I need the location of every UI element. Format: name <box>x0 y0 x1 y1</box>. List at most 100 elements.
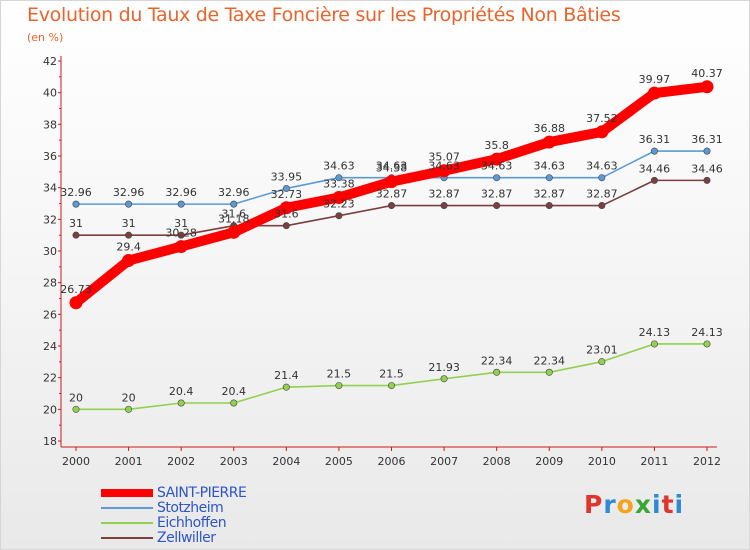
proxiti-logo: Proxiti <box>584 490 684 519</box>
data-label-eichhoffen: 20 <box>69 391 83 404</box>
data-point-stotzheim <box>230 200 238 208</box>
data-label-zellwiller: 32.87 <box>534 188 566 201</box>
data-label-stotzheim: 34.63 <box>376 160 408 173</box>
data-point-zellwiller <box>177 231 185 239</box>
y-tick-label: 26 <box>43 308 57 321</box>
x-tick-label: 2009 <box>535 455 563 468</box>
data-label-stotzheim: 32.96 <box>60 186 92 199</box>
legend-item-saint-pierre: SAINT-PIERRE <box>101 484 247 501</box>
data-label-eichhoffen: 23.01 <box>586 344 618 357</box>
legend-label: Stotzheim <box>157 499 224 516</box>
data-point-saint-pierre <box>490 152 504 166</box>
x-tick-label: 2011 <box>640 455 668 468</box>
data-point-zellwiller <box>650 176 658 184</box>
data-label-saint-pierre: 36.88 <box>534 122 566 135</box>
data-point-saint-pierre <box>385 175 398 189</box>
data-point-eichhoffen <box>72 405 80 413</box>
x-tick-label: 2002 <box>167 455 195 468</box>
data-label-stotzheim: 32.96 <box>113 186 145 199</box>
data-label-saint-pierre: 31.18 <box>218 212 250 225</box>
legend-label: SAINT-PIERRE <box>157 484 247 501</box>
data-point-zellwiller <box>703 176 711 184</box>
data-label-eichhoffen: 21.4 <box>274 369 299 382</box>
logo-letter: t <box>661 490 675 519</box>
data-label-eichhoffen: 22.34 <box>481 354 513 367</box>
data-labels: 32.96 32.96 32.96 32.96 33.95 34.63 34.63 34.63… <box>60 67 723 405</box>
data-label-zellwiller: 32.87 <box>428 188 460 201</box>
data-point-eichhoffen <box>282 383 290 391</box>
data-label-eichhoffen: 21.5 <box>327 368 352 381</box>
data-label-stotzheim: 32.96 <box>165 186 197 199</box>
data-label-saint-pierre: 32.73 <box>271 188 303 201</box>
data-point-stotzheim <box>598 174 606 182</box>
data-point-zellwiller <box>335 212 343 220</box>
data-point-zellwiller <box>545 202 553 210</box>
x-tick-label: 2012 <box>693 455 721 468</box>
data-point-saint-pierre <box>69 296 83 310</box>
data-point-stotzheim <box>282 184 290 192</box>
data-label-zellwiller: 31.6 <box>222 208 247 221</box>
data-label-stotzheim: 32.96 <box>218 186 250 199</box>
data-label-saint-pierre: 35.07 <box>428 151 460 164</box>
y-tick-label: 32 <box>43 213 57 226</box>
data-label-saint-pierre: 39.97 <box>639 73 671 86</box>
logo-letter: P <box>584 490 604 519</box>
data-point-eichhoffen <box>545 368 553 376</box>
x-tick-label: 2004 <box>272 455 300 468</box>
x-tick-label: 2007 <box>430 455 458 468</box>
legend-label: Zellwiller <box>157 529 216 546</box>
data-point-saint-pierre <box>227 225 241 239</box>
data-point-saint-pierre <box>542 135 556 149</box>
data-label-saint-pierre: 30.28 <box>165 227 197 240</box>
data-point-zellwiller <box>387 202 395 210</box>
data-point-zellwiller <box>493 202 501 210</box>
data-label-saint-pierre: 33.38 <box>323 177 355 190</box>
y-tick-label: 24 <box>43 340 57 353</box>
legend-swatch <box>101 488 153 497</box>
logo-letter: r <box>603 490 617 519</box>
data-label-zellwiller: 31 <box>69 217 83 230</box>
data-point-saint-pierre <box>700 80 714 94</box>
y-tick-label: 20 <box>43 403 57 416</box>
chart-title: Evolution du Taux de Taxe Foncière sur l… <box>27 4 621 26</box>
y-tick-label: 22 <box>43 372 57 385</box>
data-label-zellwiller: 31 <box>174 217 188 230</box>
logo-letter: i <box>652 490 662 519</box>
data-point-eichhoffen <box>598 358 606 366</box>
data-label-saint-pierre: 34.38 <box>376 162 408 175</box>
data-point-saint-pierre <box>122 254 136 267</box>
data-label-eichhoffen: 20.4 <box>169 385 194 398</box>
data-point-zellwiller <box>440 202 448 210</box>
data-label-zellwiller: 32.23 <box>323 198 355 211</box>
data-label-zellwiller: 32.87 <box>481 188 513 201</box>
y-tick-label: 40 <box>43 87 57 100</box>
x-tick-label: 2006 <box>378 455 406 468</box>
data-label-eichhoffen: 20.4 <box>222 385 247 398</box>
data-point-eichhoffen <box>650 340 658 348</box>
data-point-zellwiller <box>598 202 606 210</box>
y-tick-label: 30 <box>43 245 57 258</box>
data-label-eichhoffen: 24.13 <box>639 326 671 339</box>
data-point-stotzheim <box>177 200 185 208</box>
data-label-eichhoffen: 22.34 <box>534 354 566 367</box>
data-point-eichhoffen <box>387 382 395 390</box>
y-tick-label: 38 <box>43 118 57 131</box>
data-label-zellwiller: 31 <box>122 217 136 230</box>
data-point-saint-pierre <box>174 240 188 254</box>
data-label-saint-pierre: 37.52 <box>586 112 618 125</box>
data-label-stotzheim: 34.63 <box>586 160 618 173</box>
data-label-zellwiller: 32.87 <box>586 188 618 201</box>
data-label-stotzheim: 34.63 <box>323 160 355 173</box>
data-point-saint-pierre <box>332 190 346 204</box>
data-label-zellwiller: 32.87 <box>376 188 408 201</box>
data-point-stotzheim <box>72 200 80 208</box>
data-point-saint-pierre <box>595 125 609 139</box>
data-label-saint-pierre: 26.73 <box>60 283 92 296</box>
data-label-zellwiller: 31.6 <box>274 208 299 221</box>
data-point-eichhoffen <box>335 382 343 390</box>
data-point-saint-pierre <box>437 164 451 178</box>
y-tick-label: 34 <box>43 182 57 195</box>
data-label-saint-pierre: 35.8 <box>484 139 509 152</box>
data-point-eichhoffen <box>230 399 238 407</box>
